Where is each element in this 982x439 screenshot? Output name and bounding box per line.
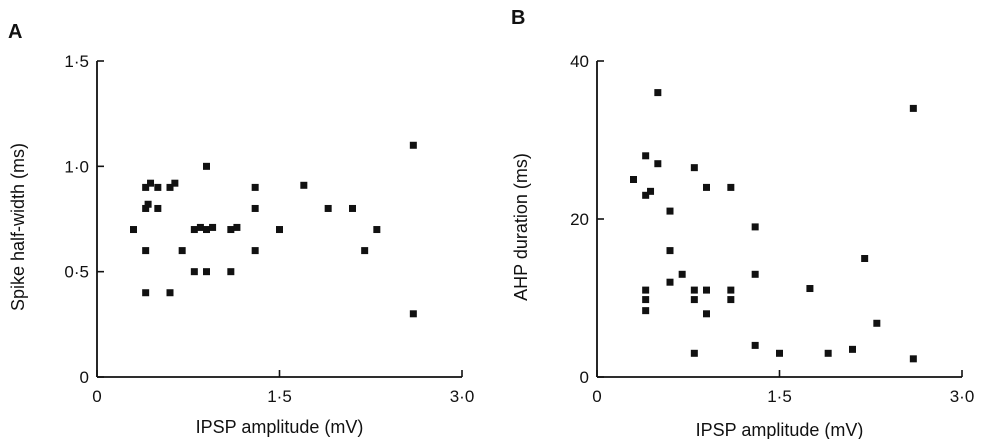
x-axis-label: IPSP amplitude (mV) [696, 420, 864, 439]
data-point [373, 226, 381, 234]
data-point [171, 179, 179, 187]
y-tick-label: 0·5 [64, 263, 89, 282]
x-tick-label: 3·0 [950, 387, 975, 406]
data-point [227, 268, 235, 276]
data-point [251, 183, 259, 191]
data-point [703, 183, 710, 191]
data-point [849, 345, 856, 353]
data-point [666, 247, 674, 255]
data-point [806, 285, 814, 293]
y-tick-label: 1·0 [64, 157, 89, 176]
data-point [751, 223, 759, 231]
data-point [751, 270, 759, 278]
data-point [203, 268, 210, 276]
data-point [666, 207, 674, 215]
data-point [209, 223, 217, 231]
y-axis-label: Spike half-width (ms) [8, 143, 28, 311]
y-tick-label: 0 [80, 368, 89, 387]
data-point [630, 176, 637, 183]
data-point [666, 278, 674, 286]
data-point [251, 204, 259, 212]
data-point [751, 341, 759, 349]
data-point [233, 223, 241, 231]
data-point [203, 162, 210, 170]
y-tick-label: 1·5 [64, 52, 89, 71]
data-point [196, 223, 204, 231]
data-point [154, 183, 162, 191]
data-point [642, 152, 650, 160]
data-point [727, 286, 735, 294]
data-point [144, 200, 152, 208]
data-point [166, 183, 174, 191]
data-point [654, 160, 662, 168]
data-point [276, 226, 283, 234]
data-point [909, 355, 917, 363]
data-point [690, 349, 698, 357]
data-point [776, 349, 783, 357]
data-point [203, 226, 210, 234]
data-point [142, 183, 150, 191]
panel-b: B 0 1·5 3·0 0 20 40 IPSP amplitude (mV) AHP dura… [511, 7, 974, 439]
data-point [647, 187, 655, 195]
data-point [324, 204, 332, 212]
data-point [824, 349, 832, 357]
data-point [642, 296, 650, 304]
data-point [909, 104, 917, 112]
data-point [142, 247, 150, 255]
data-point [703, 310, 710, 318]
panel-a: A 0 1·5 3·0 0 0·5 1·0 1·5 IPSP amplitude (mV) Spi… [8, 21, 474, 437]
panel-label: A [8, 21, 22, 43]
data-point [690, 286, 698, 294]
y-tick-label: 0 [580, 368, 589, 387]
data-point [142, 289, 150, 297]
x-tick-label: 0 [592, 387, 601, 406]
data-point [873, 319, 881, 327]
data-point [349, 204, 356, 212]
data-point [861, 255, 869, 262]
data-point [300, 181, 308, 189]
data-point [654, 89, 662, 97]
data-point [251, 247, 259, 255]
data-point [690, 296, 698, 304]
data-point [678, 270, 686, 278]
data-point [227, 226, 235, 234]
data-point [409, 141, 417, 149]
data-point [690, 164, 698, 172]
x-tick-label: 1·5 [267, 387, 292, 406]
data-point [642, 307, 650, 315]
data-point [409, 310, 417, 318]
data-point [130, 226, 137, 234]
y-tick-label: 40 [570, 52, 589, 71]
x-axis-label: IPSP amplitude (mV) [196, 417, 364, 437]
y-axis-label: AHP duration (ms) [511, 153, 531, 301]
data-point [166, 289, 174, 297]
x-tick-label: 1·5 [767, 387, 792, 406]
y-tick-label: 20 [570, 210, 589, 229]
data-point [642, 191, 650, 199]
data-point [147, 179, 155, 187]
data-point [361, 247, 369, 255]
data-point [703, 286, 710, 294]
panel-label: B [511, 7, 525, 29]
data-point [727, 183, 735, 191]
data-point [154, 204, 162, 212]
x-tick-label: 3·0 [450, 387, 475, 406]
x-tick-label: 0 [92, 387, 101, 406]
data-point [142, 204, 150, 212]
data-point [727, 296, 735, 304]
data-point [190, 226, 198, 234]
data-point [190, 268, 198, 276]
data-point [642, 286, 650, 294]
data-point [178, 247, 186, 255]
